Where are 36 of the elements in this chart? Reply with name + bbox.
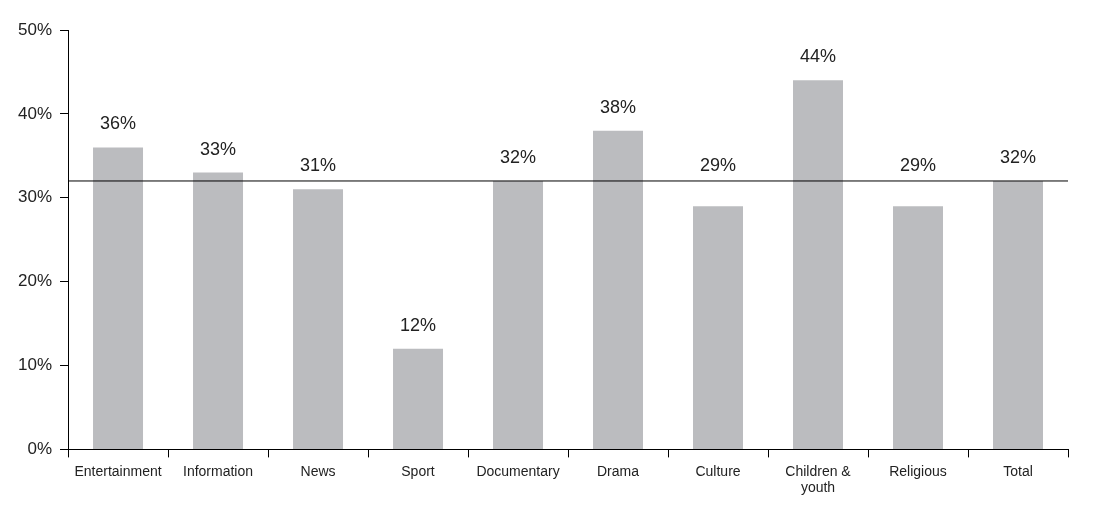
y-tick-label: 0% [27,439,53,459]
data-label: 32% [999,146,1037,167]
bar [593,130,644,449]
data-label: 38% [600,96,637,117]
x-tick-label: Information [183,462,254,479]
bar [293,189,344,449]
bar [393,348,444,449]
y-tick-label: 10% [17,355,53,375]
bar [493,180,544,449]
x-tick-label: Children & youth [785,462,852,496]
x-tick-label: Sport [401,462,435,479]
x-tick-label: Entertainment [74,462,162,479]
x-tick-label: News [300,462,336,479]
y-tick-label: 40% [17,103,53,123]
data-label: 29% [699,154,737,175]
data-label: 12% [400,314,437,335]
bar [893,206,943,449]
x-tick-label: Documentary [476,462,560,479]
bar [93,147,144,449]
bar [693,206,744,449]
data-label: 29% [899,154,937,175]
data-label: 31% [300,155,337,176]
data-label: 33% [200,138,237,159]
data-label: 36% [100,113,137,134]
data-label: 32% [500,146,537,167]
x-tick-label: Culture [695,462,741,479]
data-label: 44% [799,46,837,67]
y-tick-label: 50% [17,19,53,39]
bar [993,180,1043,449]
x-tick-label: Religious [889,462,947,479]
bar [193,172,244,449]
y-tick-label: 30% [17,187,53,207]
x-tick-label: Total [1003,462,1033,479]
bar [793,80,844,449]
x-tick-label: Drama [597,462,640,479]
y-tick-label: 20% [17,271,53,291]
